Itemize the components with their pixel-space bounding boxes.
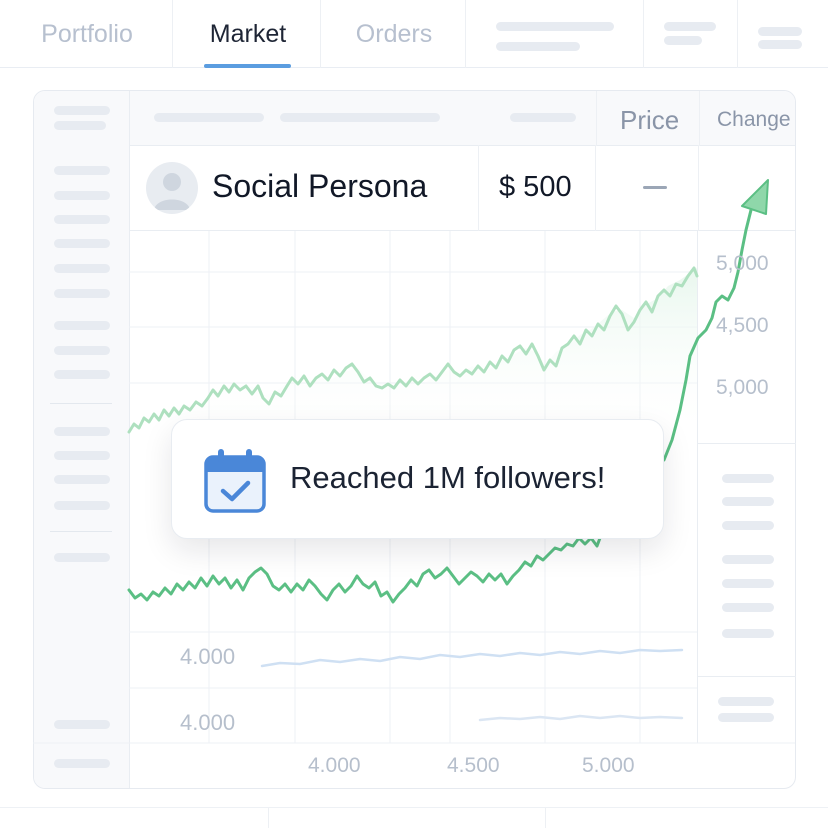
right-placeholder-item [718,697,774,706]
user-avatar-icon[interactable] [146,162,198,214]
right-placeholder-item [722,603,774,612]
sidebar-placeholder-item[interactable] [54,321,110,330]
header-placeholder [510,113,576,122]
tab-market[interactable]: Market [190,0,306,68]
sidebar-placeholder-item[interactable] [54,427,110,436]
right-placeholder-item [722,497,774,506]
sidebar-divider [50,531,112,532]
sidebar-placeholder-item[interactable] [54,346,110,355]
chart-area-fill [129,268,697,440]
nav-placeholder-item[interactable] [496,22,614,31]
menu-placeholder-icon[interactable] [664,22,716,31]
sidebar-placeholder-item [54,106,110,115]
change-dash [643,186,667,189]
sidebar-placeholder-item[interactable] [54,475,110,484]
sidebar-placeholder [34,91,130,788]
x-axis-label: 4.000 [308,754,361,777]
sidebar-placeholder-item [54,121,106,130]
hamburger-icon [758,40,802,49]
calendar-check-icon [204,449,266,513]
header-divider [699,91,700,146]
left-axis-label: 4.000 [180,644,236,669]
sidebar-placeholder-item[interactable] [54,501,110,510]
table-row[interactable] [129,145,795,231]
sidebar-placeholder-item[interactable] [54,166,110,175]
right-column-divider [698,676,796,677]
sidebar-placeholder-item[interactable] [54,720,110,729]
menu-placeholder-icon [664,36,702,45]
header-placeholder [280,113,440,122]
tab-orders-label: Orders [355,19,433,48]
table-header: Price Change [130,91,795,146]
persona-name[interactable]: Social Persona [212,168,428,204]
bottom-bar [0,807,828,828]
tab-orders[interactable]: Orders [330,0,458,68]
chart-line-main [127,528,605,604]
up-arrow-icon [741,179,769,215]
milestone-message: Reached 1M followers! [290,460,606,495]
row-divider [698,145,699,231]
chart-line-upper [127,266,699,434]
sidebar-divider [50,403,112,404]
tab-portfolio[interactable]: Portfolio [20,0,154,68]
right-axis-label: 4,500 [716,314,769,337]
chart-line-spike [662,204,754,462]
chart-line-faint-2 [478,714,684,722]
sidebar-placeholder-item[interactable] [54,553,110,562]
nav-placeholder-item [496,42,580,51]
sidebar-placeholder-item[interactable] [54,759,110,768]
price-column-header[interactable]: Price [620,105,680,135]
milestone-tooltip[interactable]: Reached 1M followers! [171,419,664,539]
chart-line-faint-1 [260,648,684,668]
top-nav: Portfolio Market Orders [0,0,828,68]
hamburger-icon[interactable] [758,27,802,36]
sidebar-placeholder-item[interactable] [54,264,110,273]
bottom-divider [545,808,546,828]
nav-divider [643,0,644,68]
right-column-divider [698,443,796,444]
sidebar-placeholder-item[interactable] [54,215,110,224]
nav-divider [320,0,321,68]
right-placeholder-item [722,579,774,588]
row-divider [595,145,596,231]
bottom-divider [268,808,269,828]
avatar-silhouette-icon [154,173,190,210]
nav-divider [737,0,738,68]
right-axis-label: 5,000 [716,376,769,399]
persona-price: $ 500 [499,171,572,203]
right-placeholder-item [722,555,774,564]
active-tab-indicator [204,64,291,68]
sidebar-placeholder-item[interactable] [54,370,110,379]
right-axis-column [697,231,796,743]
tab-portfolio-label: Portfolio [41,19,133,48]
sidebar-placeholder-item[interactable] [54,239,110,248]
right-placeholder-item [718,713,774,722]
right-placeholder-item [722,629,774,638]
tab-market-label: Market [209,19,287,48]
sidebar-placeholder-item[interactable] [54,191,110,200]
right-axis-label: 5,000 [716,252,769,275]
sidebar-placeholder-item[interactable] [54,289,110,298]
header-divider [596,91,597,146]
nav-divider [465,0,466,68]
change-column-header[interactable]: Change [717,108,791,131]
x-axis-label: 4.500 [447,754,500,777]
left-axis-label: 4.000 [180,710,236,735]
right-placeholder-item [722,521,774,530]
nav-divider [172,0,173,68]
x-axis-label: 5.000 [582,754,635,777]
header-placeholder [154,113,264,122]
right-placeholder-item [722,474,774,483]
row-divider [478,145,479,231]
sidebar-placeholder-item[interactable] [54,451,110,460]
